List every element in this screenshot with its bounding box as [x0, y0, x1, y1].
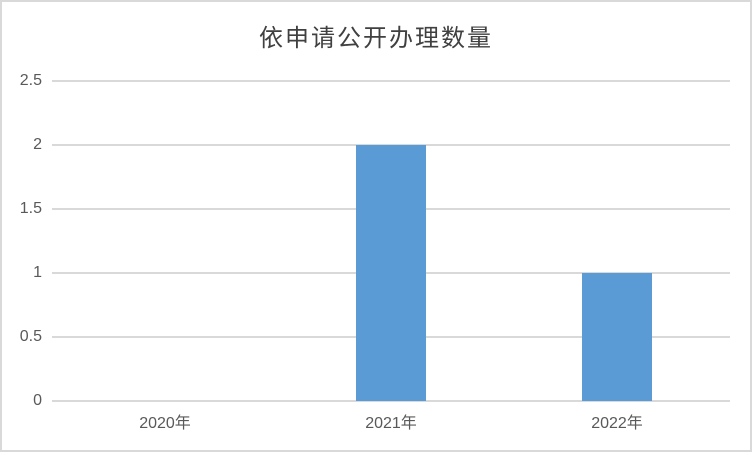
chart-title: 依申请公开办理数量 [259, 26, 493, 52]
y-axis-tick-label: 2.5 [19, 72, 42, 89]
y-axis-tick-label: 1 [33, 264, 42, 281]
y-axis-tick-label: 0.5 [19, 328, 42, 345]
gridline [52, 80, 730, 82]
bar-2022年 [582, 273, 652, 401]
x-axis-category-label: 2022年 [591, 415, 643, 432]
y-axis-tick-label: 2 [33, 136, 42, 153]
x-axis-category-label: 2021年 [365, 415, 417, 432]
gridline [52, 400, 730, 402]
bar-2021年 [356, 145, 426, 401]
y-axis-tick-label: 1.5 [19, 200, 42, 217]
x-axis-category-label: 2020年 [139, 415, 191, 432]
y-axis-tick-label: 0 [33, 392, 42, 409]
